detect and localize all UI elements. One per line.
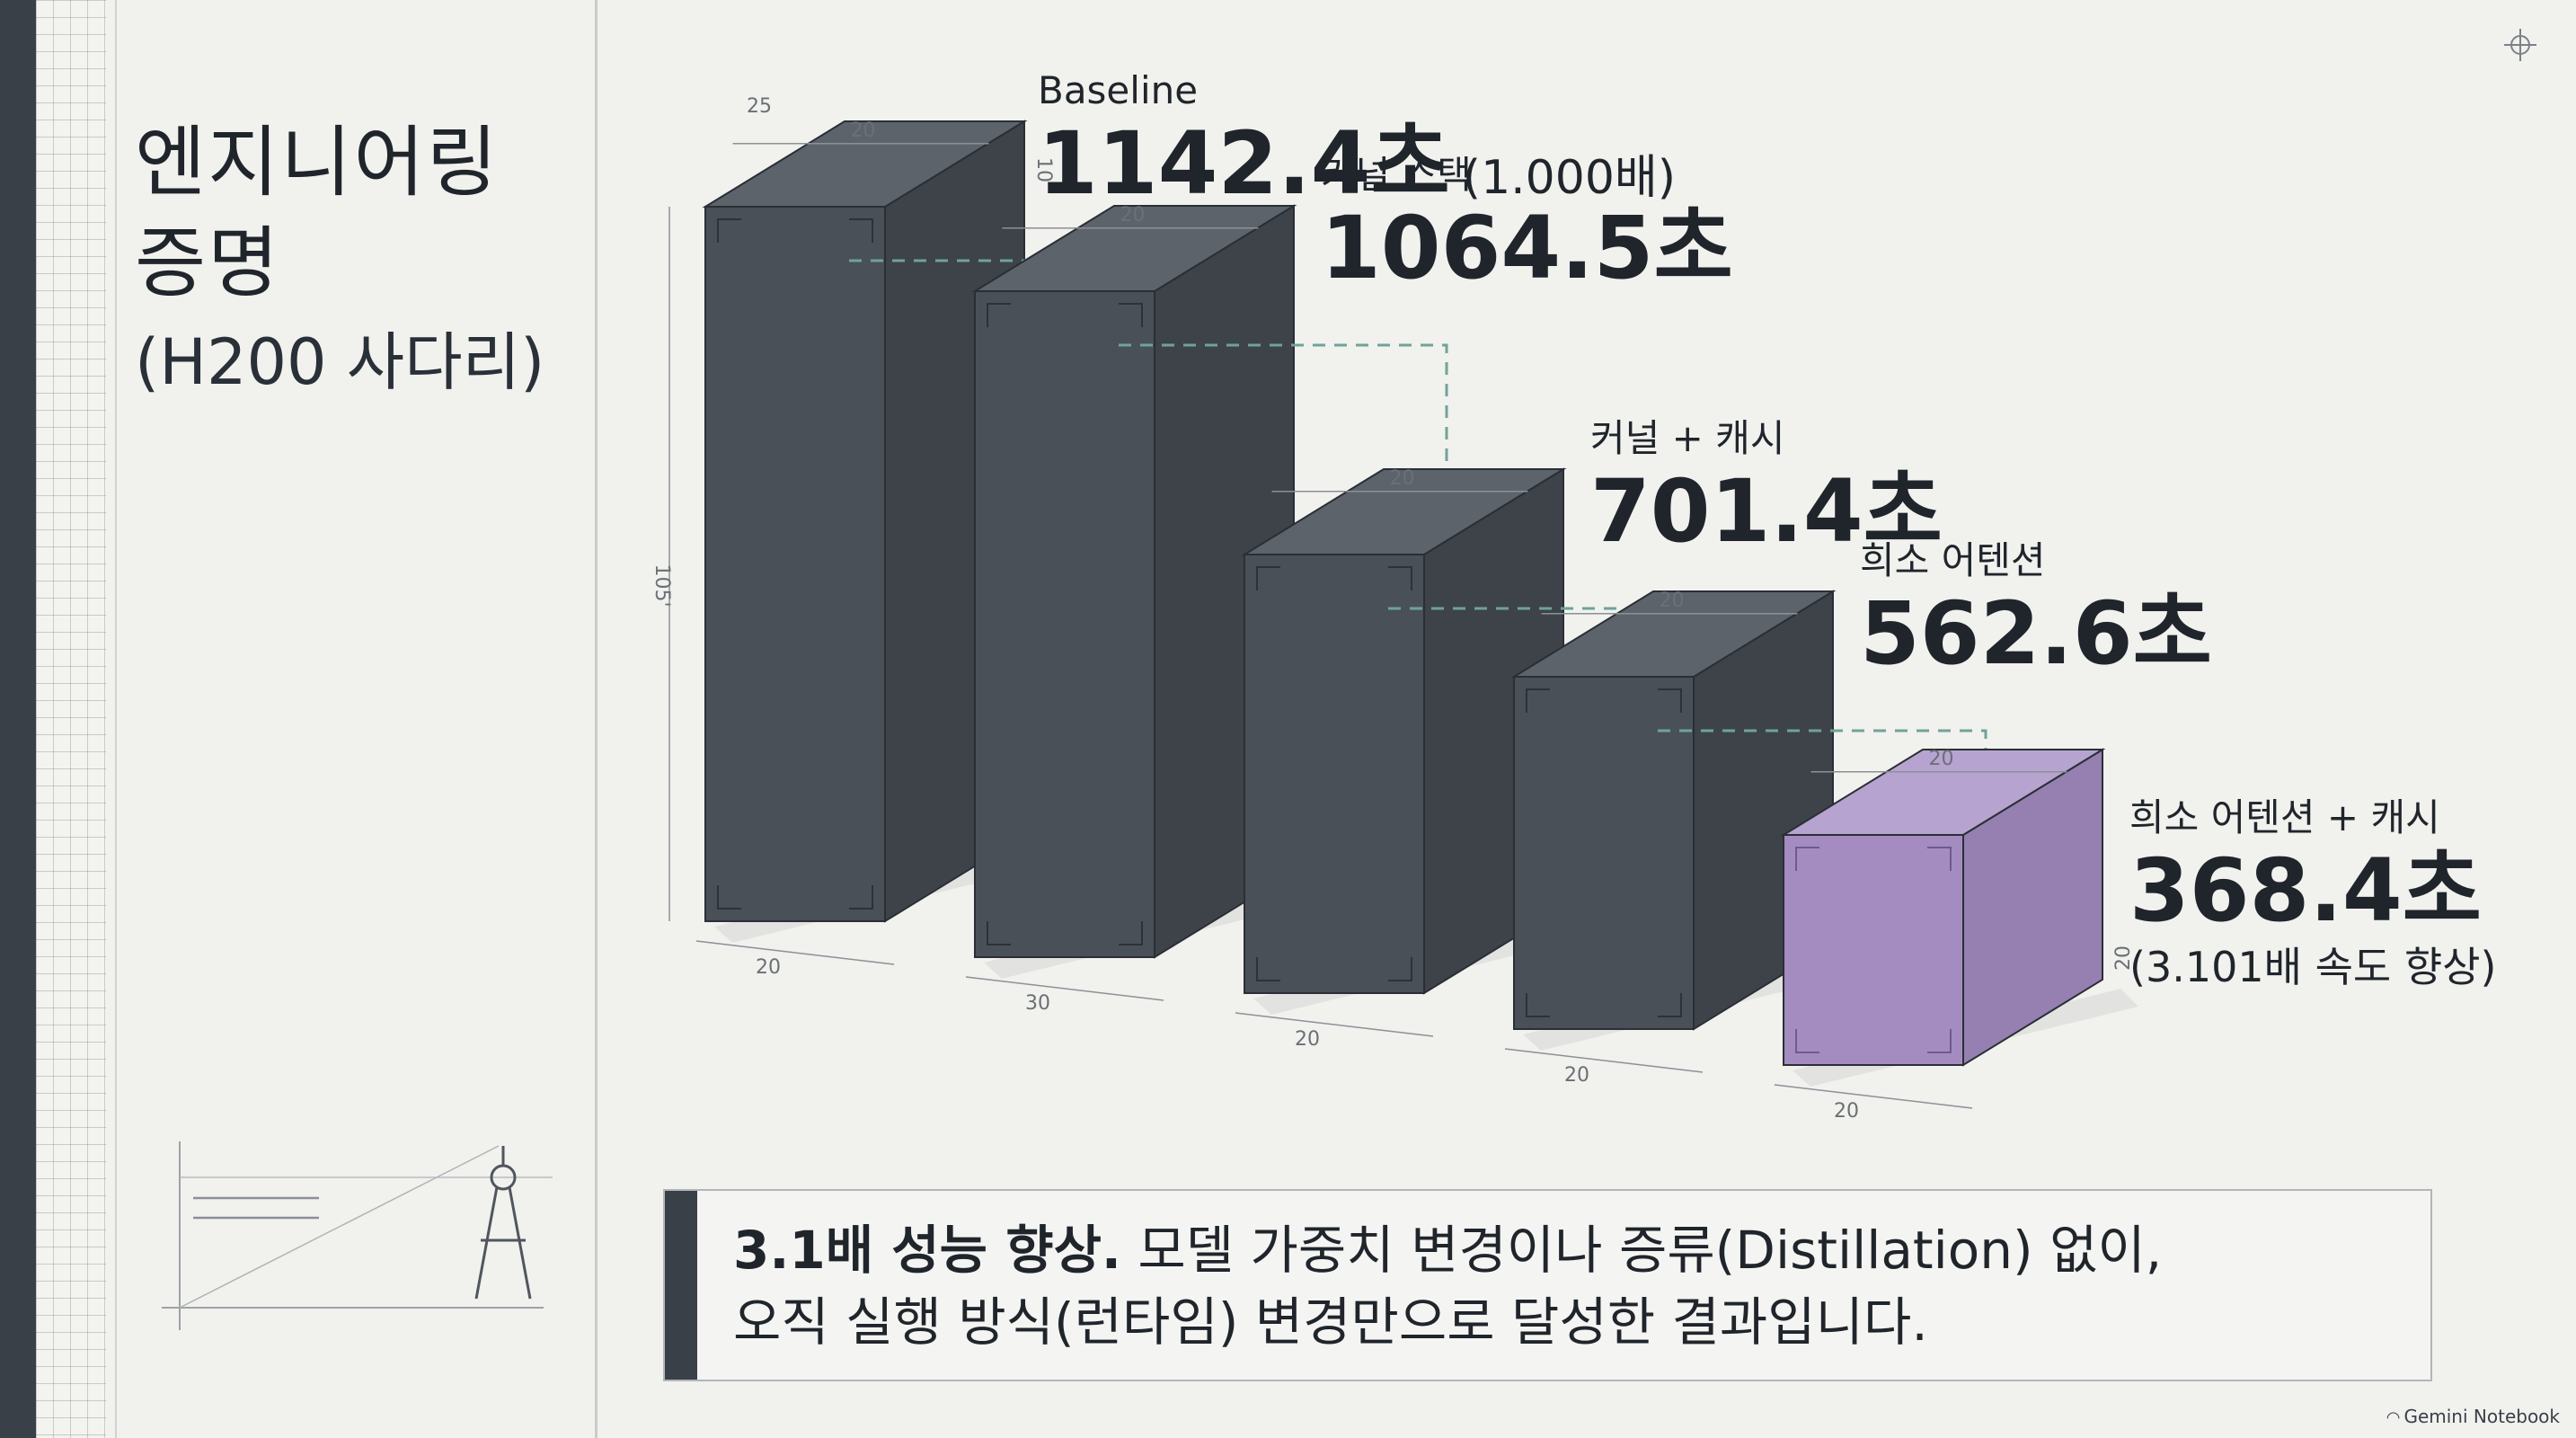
bar-corner-mark (1658, 993, 1682, 1017)
category-label: 커널 + 캐시 (1590, 416, 1784, 460)
bar-corner-mark (1526, 688, 1550, 713)
category-label: 커널 스택 (1321, 153, 1472, 197)
vertical-divider (595, 0, 598, 1438)
dim-label-top: 20 (1390, 467, 1415, 490)
bar-corner-mark (1256, 566, 1280, 590)
conclusion-line-2: 오직 실행 방식(런타임) 변경만으로 달성한 결과입니다. (733, 1292, 1928, 1353)
bar-corner-mark (849, 218, 873, 243)
bar-front (1513, 676, 1695, 1030)
bar-corner-mark (1927, 1029, 1952, 1053)
dim-line-bottom (1774, 1084, 1973, 1109)
value-label: 701.4초 (1590, 461, 1943, 562)
bar-corner-mark (717, 885, 741, 910)
bar-corner-mark (987, 303, 1011, 327)
value-label: 562.6초 (1860, 583, 2212, 684)
conclusion-text: 3.1배 성능 향상. 모델 가중치 변경이나 증류(Distillation)… (733, 1214, 2162, 1358)
bar-corner-mark (1256, 957, 1280, 981)
value-label: 368.4초 (2129, 840, 2482, 941)
footer-label: ◠ Gemini Notebook (2386, 1406, 2560, 1427)
trend-arrow (1658, 729, 1987, 777)
bar-top (1241, 468, 1567, 555)
trend-arrow (1119, 343, 1448, 496)
dim-label-top: 20 (1929, 748, 1954, 770)
dim-label-height: 105' (651, 564, 673, 608)
dim-label-bottom: 20 (1295, 1028, 1320, 1051)
dim-label-top-first: 25 (747, 95, 772, 118)
side-rule (115, 0, 117, 1438)
bar-top (1780, 749, 2106, 836)
grid-panel (36, 0, 106, 1438)
bar-front (1244, 554, 1425, 994)
dim-label-top: 20 (1660, 590, 1685, 612)
page-title: 엔지니어링 증명 (H200 사다리) (135, 112, 544, 405)
bar-corner-mark (1119, 303, 1143, 327)
bar-corner-mark (717, 218, 741, 243)
dim-label-bottom: 20 (1564, 1064, 1589, 1087)
bar-front (974, 290, 1155, 958)
bar-front (704, 206, 886, 922)
bar-corner-mark (1388, 957, 1412, 981)
dim-label-bottom: 20 (756, 956, 781, 979)
title-line-3: (H200 사다리) (135, 325, 545, 399)
bar-corner-mark (849, 885, 873, 910)
conclusion-highlight: 3.1배 성능 향상. (733, 1220, 1121, 1281)
dim-label-side-height: 20 (2112, 945, 2135, 971)
value-note: (1.000배) (1463, 151, 1676, 205)
bar-corner-mark (1927, 847, 1952, 871)
bar-corner-mark (1526, 993, 1550, 1017)
title-line-2: 증명 (135, 218, 281, 308)
notebook-icon: ◠ (2386, 1408, 2401, 1427)
dim-label-bottom: 20 (1834, 1100, 1859, 1123)
left-color-strip (0, 0, 36, 1438)
category-label: Baseline (1038, 68, 1198, 112)
conclusion-accent-bar (665, 1191, 697, 1380)
bar-top (971, 205, 1297, 292)
bar-front (1783, 834, 1964, 1066)
bar-corner-mark (1795, 1029, 1819, 1053)
bar-corner-mark (1388, 566, 1412, 590)
dim-label-depth: 10 (1032, 157, 1055, 182)
dim-label-top: 20 (1120, 204, 1146, 226)
category-label: 희소 어텐션 (1860, 538, 2046, 582)
dim-line-bottom (695, 940, 895, 965)
dim-line-bottom (965, 976, 1164, 1001)
conclusion-box: 3.1배 성능 향상. 모델 가중치 변경이나 증류(Distillation)… (663, 1189, 2432, 1381)
bar-corner-mark (1119, 921, 1143, 945)
bar-corner-mark (1658, 688, 1682, 713)
dim-label-top: 20 (851, 120, 876, 142)
category-label: 희소 어텐션 + 캐시 (2129, 795, 2440, 839)
value-note: (3.101배 속도 향상) (2129, 943, 2496, 991)
value-label: 1064.5초 (1321, 198, 1733, 298)
crosshair-icon (2504, 29, 2536, 61)
bar-top (702, 120, 1028, 208)
dim-line-bottom (1504, 1048, 1704, 1073)
compass-icon (474, 1146, 532, 1300)
bar-corner-mark (1795, 847, 1819, 871)
title-line-1: 엔지니어링 (135, 118, 500, 208)
bar-corner-mark (987, 921, 1011, 945)
conclusion-rest: 모델 가중치 변경이나 증류(Distillation) 없이, (1120, 1220, 2163, 1281)
dim-line-bottom (1235, 1012, 1434, 1037)
drafting-sketch (162, 1141, 553, 1330)
footer-label-text: Gemini Notebook (2403, 1406, 2560, 1427)
dim-label-bottom: 30 (1025, 992, 1050, 1015)
bar-top (1510, 590, 1837, 678)
